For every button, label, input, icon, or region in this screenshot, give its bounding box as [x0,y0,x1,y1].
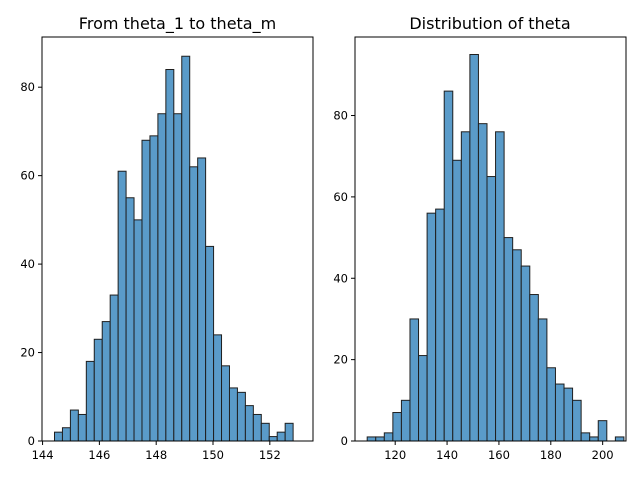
histogram-bar [117,170,127,442]
histogram-bar [284,422,294,442]
histogram-bar [213,334,223,442]
x-tick-label: 180 [540,448,562,462]
histogram-bar [520,265,531,442]
histogram-bar [383,432,394,442]
histogram-bar [452,159,462,442]
x-tick-label: 152 [259,448,281,462]
histogram-bar [181,55,191,442]
histogram-bar [85,360,95,442]
histogram-bar [125,197,135,442]
histogram-bar [69,409,79,442]
histogram-bar [141,139,151,442]
y-axis-ticks: 0 20 40 60 80 [20,80,42,448]
histogram-bar [537,318,548,442]
histogram-bar [486,176,497,442]
histogram-bar [435,208,445,442]
chart-title: From theta_1 to theta_m [79,14,276,34]
y-tick-label: 20 [20,346,35,360]
plot-frame [354,36,627,442]
histogram-bar [392,412,402,442]
histogram-bar [205,245,215,442]
x-tick-label: 160 [488,448,510,462]
histogram-bar [580,432,591,442]
histogram-bar [546,367,556,442]
histogram-bar [189,166,199,442]
histogram-bar [597,420,608,442]
y-tick-label: 60 [333,190,348,204]
histogram-bar [563,387,574,442]
histogram-bar [469,53,479,442]
x-tick-label: 150 [202,448,224,462]
histogram-bar [53,431,63,442]
x-axis-ticks: 120 140 160 180 200 [384,441,614,462]
x-tick-label: 200 [592,448,614,462]
histogram-right-panel: Distribution of theta 120 140 160 180 200 0 2… [333,14,627,462]
histogram-left-panel: From theta_1 to theta_m 144 146 148 150 152 … [20,14,314,462]
histogram-bar [375,436,385,442]
histogram-bar [366,436,377,442]
x-tick-label: 120 [384,448,406,462]
histogram-bar [400,399,411,442]
y-tick-label: 60 [20,169,35,183]
histogram-bar [409,318,420,442]
histogram-bar [443,90,454,442]
histogram-bar [276,431,286,442]
x-tick-label: 146 [88,448,110,462]
histogram-bar [572,399,582,442]
histogram-bar [260,422,270,442]
histogram-bar [236,391,246,442]
histogram-bar [228,387,238,442]
histogram-bar [101,321,111,442]
histogram-bar [93,338,103,442]
histogram-bar [61,427,71,442]
histogram-bar [477,123,488,442]
histogram-bar [554,383,565,442]
x-tick-label: 144 [32,448,54,462]
histogram-bar [77,413,87,442]
y-tick-label: 80 [333,109,348,123]
histogram-bar [614,436,625,442]
y-tick-label: 40 [333,271,348,285]
histogram-bar [244,405,254,442]
histogram-bar [589,436,599,442]
y-tick-label: 0 [341,434,348,448]
histogram-bar [109,294,119,442]
histogram-bar [495,131,505,442]
x-tick-label: 148 [145,448,167,462]
histogram-bar [197,157,207,442]
histogram-bar [165,69,175,442]
plot-frame [41,36,314,442]
histogram-bar [252,413,262,442]
histogram-bar [460,131,471,442]
x-axis-ticks: 144 146 148 150 152 [32,441,281,462]
histogram-bar [149,135,159,442]
histogram-bar [426,212,437,442]
histogram-bar [133,219,143,442]
y-tick-label: 40 [20,257,35,271]
histogram-bar [268,436,278,442]
y-tick-label: 0 [28,434,35,448]
histogram-bar [418,355,428,442]
y-tick-label: 20 [333,353,348,367]
chart-title: Distribution of theta [409,14,570,33]
histogram-bar [173,113,183,442]
y-axis-ticks: 0 20 40 60 80 [333,109,355,448]
x-tick-label: 140 [436,448,458,462]
histogram-bar [503,237,514,442]
histogram-bar [157,113,167,442]
histogram-bar [221,365,230,442]
y-tick-label: 80 [20,80,35,94]
histogram-bar [529,294,539,442]
histogram-bar [512,249,522,442]
